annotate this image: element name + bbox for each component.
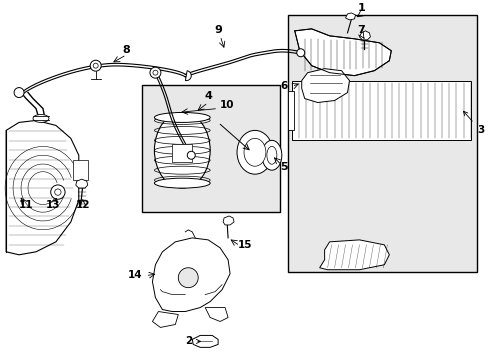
Circle shape — [55, 189, 61, 195]
Text: 13: 13 — [45, 200, 60, 210]
Text: 6: 6 — [280, 81, 287, 91]
Circle shape — [296, 49, 304, 57]
Polygon shape — [152, 311, 178, 328]
Ellipse shape — [154, 112, 210, 122]
Bar — [287, 15, 476, 272]
Ellipse shape — [262, 140, 281, 170]
Polygon shape — [192, 336, 218, 347]
Bar — [287, 91, 293, 130]
Text: 1: 1 — [357, 3, 365, 13]
Bar — [172, 144, 192, 162]
Ellipse shape — [154, 112, 210, 188]
Circle shape — [90, 60, 101, 71]
Circle shape — [187, 151, 195, 159]
Text: 11: 11 — [19, 200, 33, 210]
Polygon shape — [76, 179, 87, 188]
Circle shape — [153, 70, 158, 75]
Text: 5: 5 — [279, 162, 287, 172]
Text: 2: 2 — [184, 336, 200, 346]
Polygon shape — [152, 238, 229, 311]
Bar — [291, 81, 470, 140]
Text: 15: 15 — [238, 240, 252, 250]
Circle shape — [14, 87, 24, 98]
Text: 3: 3 — [463, 111, 483, 135]
Polygon shape — [345, 13, 355, 20]
Polygon shape — [6, 121, 79, 255]
Text: 4: 4 — [204, 90, 212, 100]
Polygon shape — [359, 31, 369, 40]
Polygon shape — [205, 307, 227, 321]
Text: 14: 14 — [127, 270, 142, 280]
Circle shape — [150, 67, 161, 78]
Circle shape — [51, 185, 65, 199]
Ellipse shape — [244, 138, 265, 166]
Polygon shape — [223, 216, 234, 225]
Ellipse shape — [266, 146, 276, 164]
Polygon shape — [294, 29, 390, 76]
Bar — [142, 85, 279, 212]
Ellipse shape — [237, 130, 272, 174]
Text: 12: 12 — [75, 200, 90, 210]
Bar — [73, 160, 87, 180]
Polygon shape — [301, 69, 349, 103]
Circle shape — [93, 63, 98, 68]
Polygon shape — [319, 240, 388, 270]
Ellipse shape — [33, 114, 49, 122]
Text: 8: 8 — [122, 45, 130, 55]
Ellipse shape — [154, 178, 210, 188]
Text: 7: 7 — [357, 25, 365, 35]
Text: 10: 10 — [220, 100, 234, 111]
Wedge shape — [185, 71, 191, 81]
Circle shape — [178, 268, 198, 288]
Text: 9: 9 — [214, 25, 222, 35]
